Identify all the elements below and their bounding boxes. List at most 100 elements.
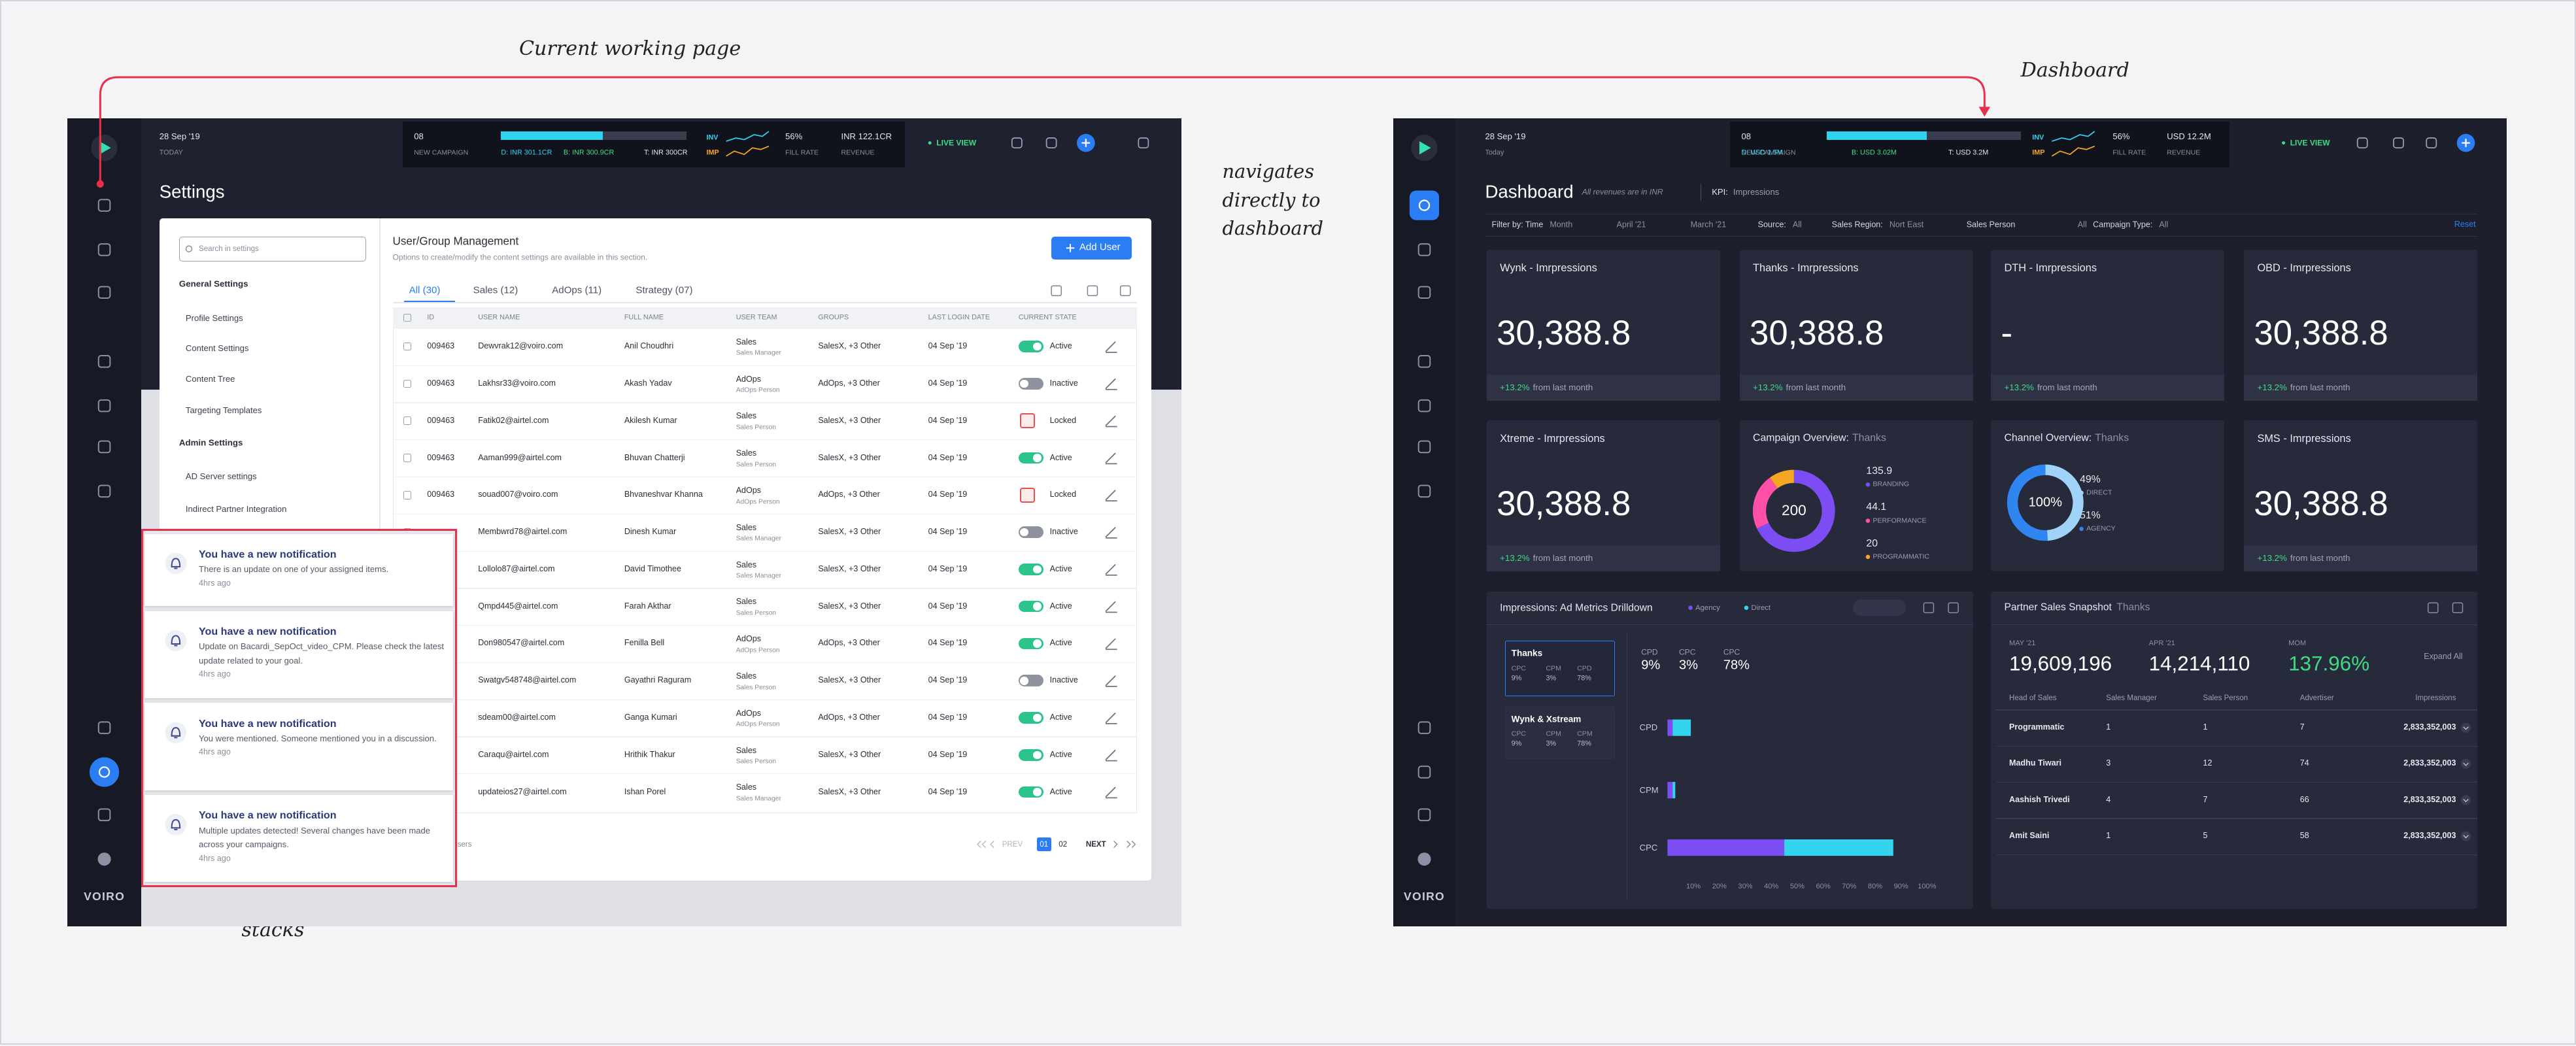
page-title: Settings bbox=[159, 181, 225, 202]
nav-item[interactable]: Indirect Partner Integration bbox=[185, 503, 287, 514]
user-state: Active bbox=[1049, 601, 1072, 611]
snapshot-value: 14,214,110 bbox=[2148, 652, 2250, 675]
search-box[interactable] bbox=[178, 236, 367, 262]
card-filter[interactable]: Thanks bbox=[2095, 432, 2129, 444]
kpi-card-footer bbox=[1991, 374, 2225, 401]
user-team: Sales bbox=[736, 745, 757, 755]
nav-item[interactable]: Content Tree bbox=[185, 374, 235, 384]
snapshot-cell: 1 bbox=[2203, 722, 2208, 732]
add-user-button[interactable] bbox=[1051, 236, 1132, 260]
filter[interactable]: Source: All bbox=[1758, 220, 1802, 230]
user-name: Caraqu@airtel.com bbox=[478, 749, 549, 759]
last-login: 04 Sep '19 bbox=[928, 638, 968, 648]
panel-title: Impressions: Ad Metrics Drilldown bbox=[1500, 601, 1653, 613]
live-view[interactable]: LIVE VIEW bbox=[936, 138, 977, 148]
tab[interactable]: Strategy (07) bbox=[636, 284, 693, 296]
full-name: Akilesh Kumar bbox=[624, 415, 677, 425]
user-team: Sales bbox=[736, 671, 757, 681]
expand-all[interactable]: Expand All bbox=[2424, 652, 2463, 662]
panel-divider bbox=[1991, 624, 2478, 626]
row-divider bbox=[392, 513, 1137, 515]
row-divider bbox=[392, 662, 1137, 664]
kpi-value[interactable]: Impressions bbox=[1733, 186, 1780, 197]
stat-delivered: D: INR 301.1CR bbox=[501, 148, 552, 156]
nav-item[interactable]: Targeting Templates bbox=[185, 405, 262, 416]
stat-imp: IMP bbox=[2032, 148, 2045, 156]
live-view[interactable]: LIVE VIEW bbox=[2290, 138, 2330, 148]
last-login: 04 Sep '19 bbox=[928, 490, 968, 499]
user-groups: SalesX, +3 Other bbox=[818, 786, 881, 796]
filter[interactable]: April '21 bbox=[1616, 220, 1646, 230]
notification-time: 4hrs ago bbox=[199, 578, 231, 588]
row-checkbox[interactable] bbox=[403, 379, 412, 388]
nav-item[interactable]: AD Server settings bbox=[185, 471, 257, 481]
row-checkbox[interactable] bbox=[403, 342, 412, 351]
nav-item[interactable]: Content Settings bbox=[185, 343, 249, 353]
pager-next[interactable]: NEXT bbox=[1085, 840, 1106, 849]
snapshot-value: 137.96% bbox=[2288, 652, 2370, 675]
row-checkbox[interactable] bbox=[403, 454, 412, 462]
page-number[interactable]: 02 bbox=[1059, 840, 1068, 849]
legend-value: 51% bbox=[2080, 510, 2101, 522]
kpi-change-note: from last month bbox=[2290, 553, 2350, 564]
summary-value: 3% bbox=[1678, 658, 1699, 673]
partner-metric-value: 9% bbox=[1511, 739, 1522, 748]
snapshot-cell: Amit Saini bbox=[2009, 831, 2050, 841]
row-divider bbox=[392, 439, 1137, 441]
snapshot-cell: 5 bbox=[2203, 831, 2208, 841]
view-toggle[interactable] bbox=[1853, 599, 1906, 616]
nav-item[interactable]: Profile Settings bbox=[185, 313, 243, 324]
kpi-title: OBD - Imrpressions bbox=[2257, 262, 2351, 274]
kpi-title: Thanks - Imrpressions bbox=[1753, 262, 1859, 274]
notification-body: Update on Bacardi_SepOct_video_CPM. Plea… bbox=[199, 641, 444, 666]
stat: 08 bbox=[1741, 131, 1751, 141]
tab[interactable]: All (30) bbox=[409, 284, 441, 296]
snapshot-cell: 1 bbox=[2106, 722, 2111, 732]
partner-tile[interactable] bbox=[1504, 640, 1615, 697]
table-divider bbox=[1995, 745, 2478, 747]
user-role: Sales Person bbox=[736, 609, 776, 617]
card-filter[interactable]: Thanks bbox=[1852, 432, 1886, 444]
partner-tile[interactable] bbox=[1504, 706, 1615, 759]
row-checkbox[interactable] bbox=[403, 416, 412, 426]
filter[interactable]: Sales Region: Nort East bbox=[1832, 220, 1924, 230]
snapshot-cell: 2,833,352,003 bbox=[2403, 831, 2456, 841]
page-note: All revenues are in INR bbox=[1582, 187, 1663, 197]
row-checkbox[interactable] bbox=[403, 491, 412, 499]
summary-metric: CPD bbox=[1641, 647, 1658, 656]
filter[interactable]: March '21 bbox=[1691, 220, 1727, 230]
reset-link[interactable]: Reset bbox=[2454, 220, 2476, 229]
toggle-knob bbox=[1033, 342, 1042, 351]
user-team: Sales bbox=[736, 337, 757, 347]
stat-target: T: USD 3.2M bbox=[1948, 148, 1989, 156]
filter[interactable]: Campaign Type: All bbox=[2093, 220, 2168, 230]
filter[interactable]: Sales Person All bbox=[1967, 220, 2087, 230]
stats-box bbox=[1729, 121, 2229, 168]
stat-label: FILL RATE bbox=[2112, 148, 2146, 157]
user-groups: AdOps, +3 Other bbox=[818, 638, 880, 648]
snapshot-cell: Aashish Trivedi bbox=[2009, 794, 2070, 804]
user-role: AdOps Person bbox=[736, 647, 780, 654]
page-current bbox=[1036, 837, 1052, 851]
legend-name: AGENCY bbox=[2086, 524, 2116, 533]
panel-filter[interactable]: Thanks bbox=[2116, 601, 2150, 613]
partner-metric-value: 3% bbox=[1546, 673, 1557, 682]
last-login: 04 Sep '19 bbox=[928, 749, 968, 759]
row-divider bbox=[392, 773, 1137, 775]
pager-arrow[interactable]: PREV bbox=[1002, 840, 1023, 849]
tab[interactable]: Sales (12) bbox=[473, 284, 518, 296]
header-checkbox[interactable] bbox=[403, 313, 412, 322]
panel-divider bbox=[1486, 624, 1973, 626]
filter[interactable]: Filter by: Time Month bbox=[1492, 220, 1573, 230]
user-groups: AdOps, +3 Other bbox=[818, 490, 880, 499]
snapshot-label: MOM bbox=[2288, 639, 2307, 648]
user-groups: SalesX, +3 Other bbox=[818, 749, 881, 759]
page-number[interactable]: 01 bbox=[1040, 840, 1049, 849]
toggle-knob bbox=[1033, 751, 1042, 760]
legend-label: Agency bbox=[1695, 603, 1720, 612]
user-role: Sales Manager bbox=[736, 572, 781, 580]
kpi-change-note: from last month bbox=[2037, 382, 2097, 392]
x-tick-label: 30% bbox=[1738, 882, 1753, 890]
tab[interactable]: AdOps (11) bbox=[552, 284, 602, 296]
kpi-change: +13.2% from last month bbox=[1500, 553, 1593, 564]
